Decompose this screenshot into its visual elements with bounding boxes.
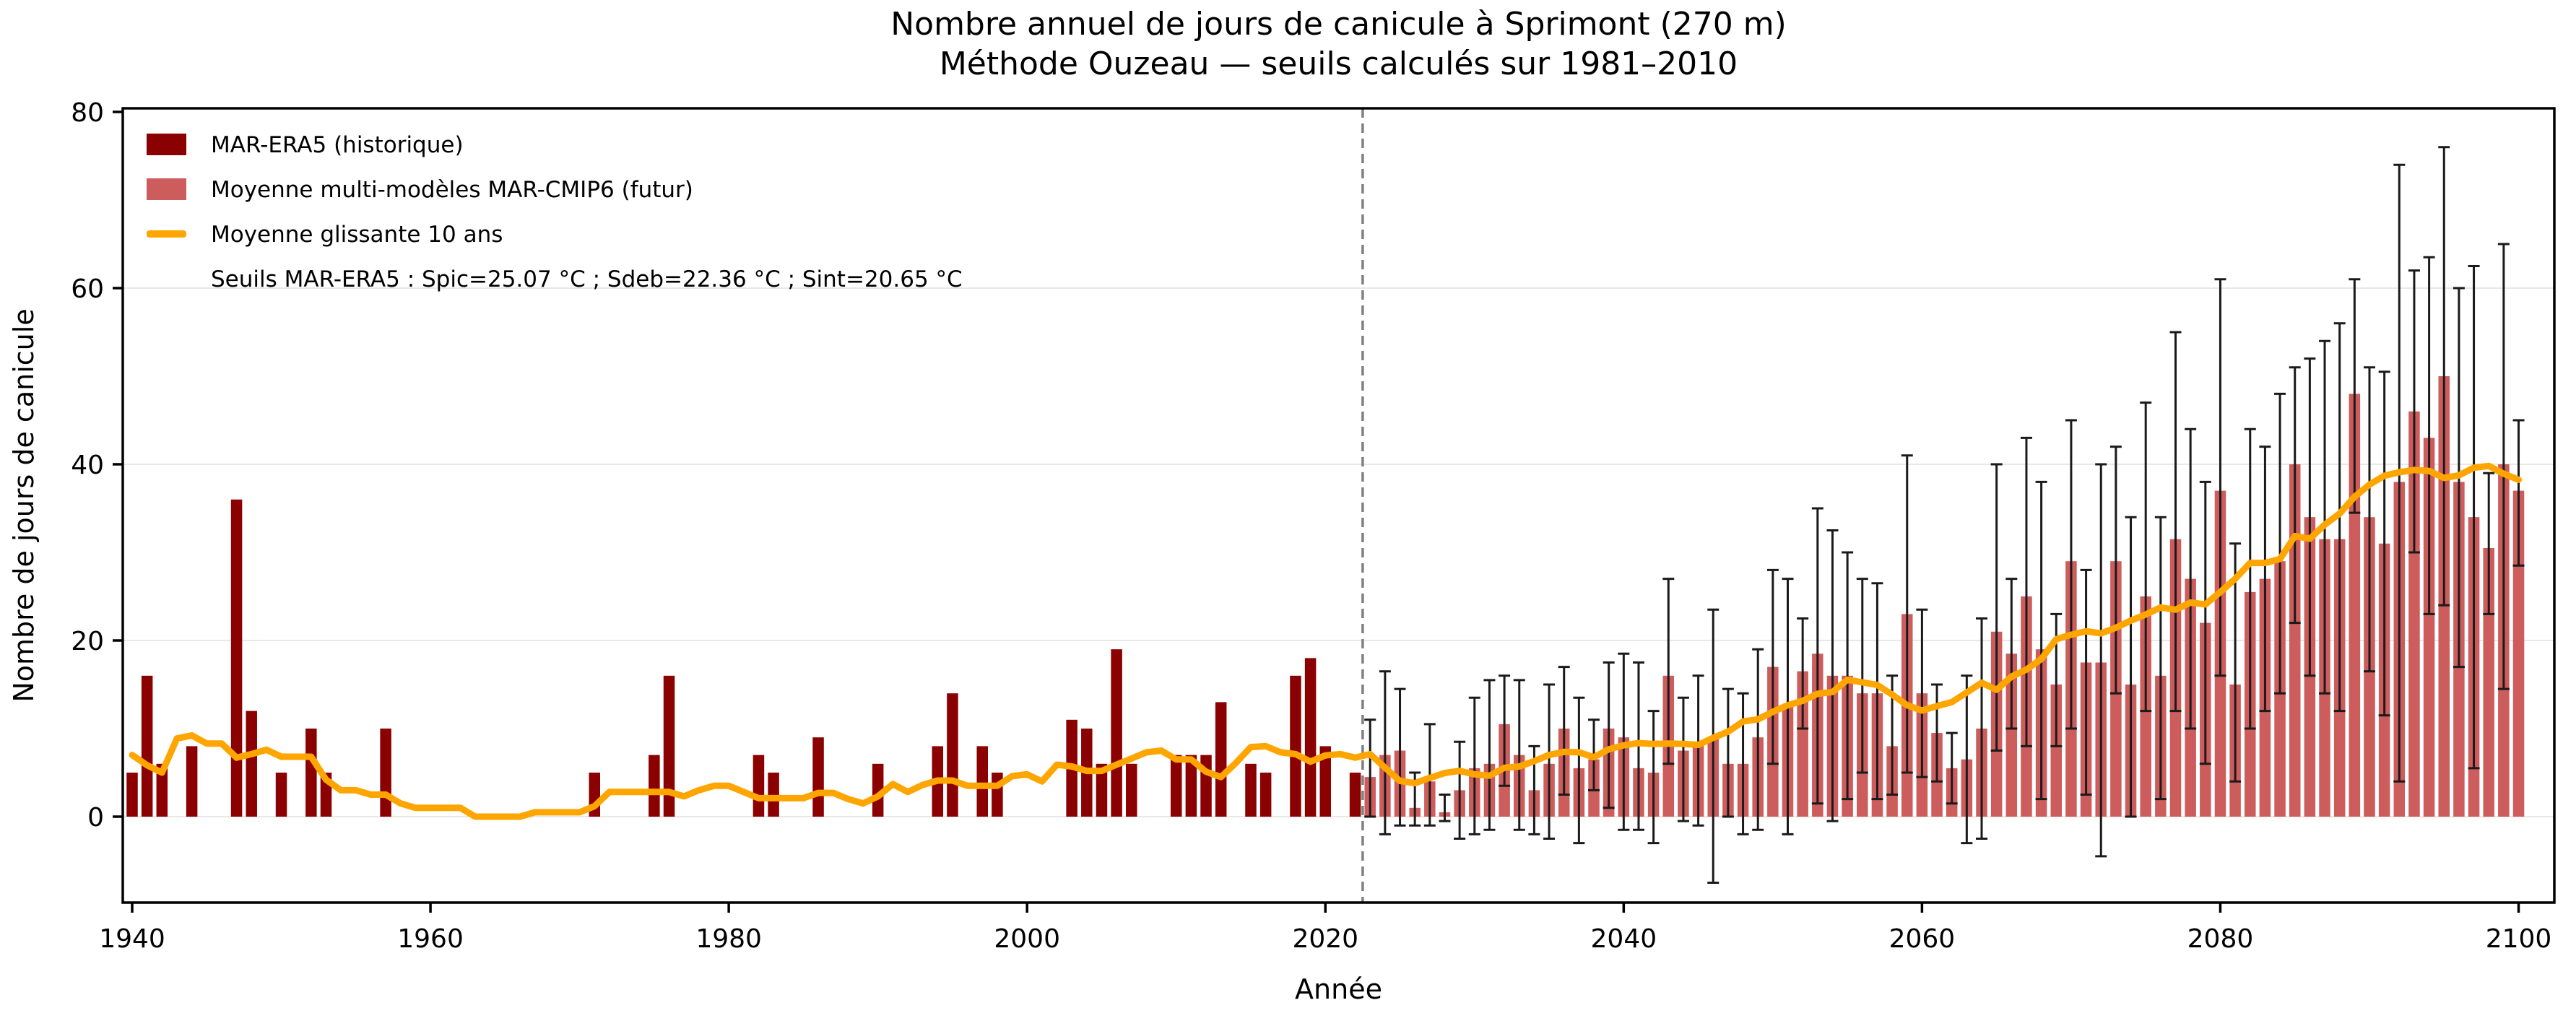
hist-bar-2013 [1215, 702, 1227, 817]
hist-bar-2015 [1245, 763, 1257, 817]
ytick-label-60: 60 [71, 274, 104, 304]
xtick-label-1940: 1940 [99, 924, 165, 954]
xtick-label-2040: 2040 [1591, 924, 1657, 954]
hist-bar-2005 [1096, 763, 1108, 817]
xtick-label-2020: 2020 [1292, 924, 1358, 954]
xtick-label-2000: 2000 [994, 924, 1060, 954]
hist-bar-2012 [1200, 755, 1212, 817]
hist-bar-1997 [976, 746, 988, 817]
hist-bar-2018 [1290, 675, 1301, 817]
hist-bar-2010 [1170, 755, 1182, 817]
hist-bar-1948 [246, 711, 257, 817]
legend-swatch-1 [147, 178, 186, 200]
future-bar-2052 [1797, 671, 1808, 817]
plot-box [121, 107, 2556, 904]
y-axis-label: Nombre de jours de canicule [8, 308, 40, 702]
future-bar-2069 [2050, 685, 2063, 817]
hist-bar-2019 [1304, 658, 1317, 817]
hist-bar-2016 [1259, 773, 1272, 817]
legend-label-2: Moyenne glissante 10 ans [211, 222, 503, 248]
future-bar-2093 [2408, 411, 2420, 817]
legend-swatch-2 [147, 230, 186, 238]
xtick-label-2100: 2100 [2486, 924, 2552, 954]
hist-bar-2022 [1349, 773, 1361, 817]
xtick-label-1980: 1980 [695, 924, 762, 954]
ytick-label-20: 20 [71, 627, 104, 656]
ytick-label-80: 80 [71, 98, 104, 128]
xtick-label-1960: 1960 [397, 924, 464, 954]
hist-bar-1944 [186, 746, 198, 817]
x-axis-label: Année [1295, 973, 1382, 1005]
legend-swatch-0 [147, 134, 186, 155]
hist-bar-1952 [305, 729, 317, 817]
hist-bar-2011 [1185, 755, 1197, 817]
future-bar-2085 [2289, 464, 2301, 817]
hist-bar-1982 [753, 755, 765, 817]
chart-title: Nombre annuel de jours de canicule à Spr… [890, 6, 1787, 43]
hist-bar-1950 [275, 773, 287, 817]
hist-bar-1957 [380, 729, 391, 817]
hist-bar-1942 [156, 763, 168, 817]
hist-bar-1983 [768, 773, 779, 817]
hist-bar-1998 [992, 773, 1003, 817]
xtick-label-2060: 2060 [1889, 924, 1956, 954]
hist-bar-2006 [1111, 649, 1122, 817]
legend-label-0: MAR-ERA5 (historique) [211, 132, 464, 158]
chart-subtitle: Méthode Ouzeau — seuils calculés sur 198… [940, 45, 1738, 82]
ytick-label-0: 0 [87, 803, 104, 833]
legend-label-3: Seuils MAR-ERA5 : Spic=25.07 °C ; Sdeb=2… [211, 266, 963, 292]
hist-bar-1940 [126, 773, 138, 817]
legend-label-1: Moyenne multi-modèles MAR-CMIP6 (futur) [211, 177, 693, 203]
ytick-label-40: 40 [71, 451, 104, 480]
rolling-mean-line [129, 462, 2522, 820]
future-bar-2098 [2483, 547, 2494, 817]
hist-bar-1975 [649, 755, 660, 817]
hist-bar-1990 [872, 763, 884, 817]
xtick-label-2080: 2080 [2187, 924, 2254, 954]
future-bar-2094 [2423, 438, 2435, 817]
hist-bar-1986 [812, 737, 824, 817]
hist-bar-2007 [1126, 763, 1137, 817]
hist-bar-1976 [663, 675, 675, 817]
hist-bar-2020 [1319, 746, 1332, 817]
future-bar-2066 [2005, 653, 2018, 817]
hist-bar-1941 [141, 675, 153, 817]
hist-bar-1995 [947, 693, 958, 817]
future-bar-2100 [2512, 490, 2525, 817]
hist-bar-1947 [230, 499, 243, 817]
